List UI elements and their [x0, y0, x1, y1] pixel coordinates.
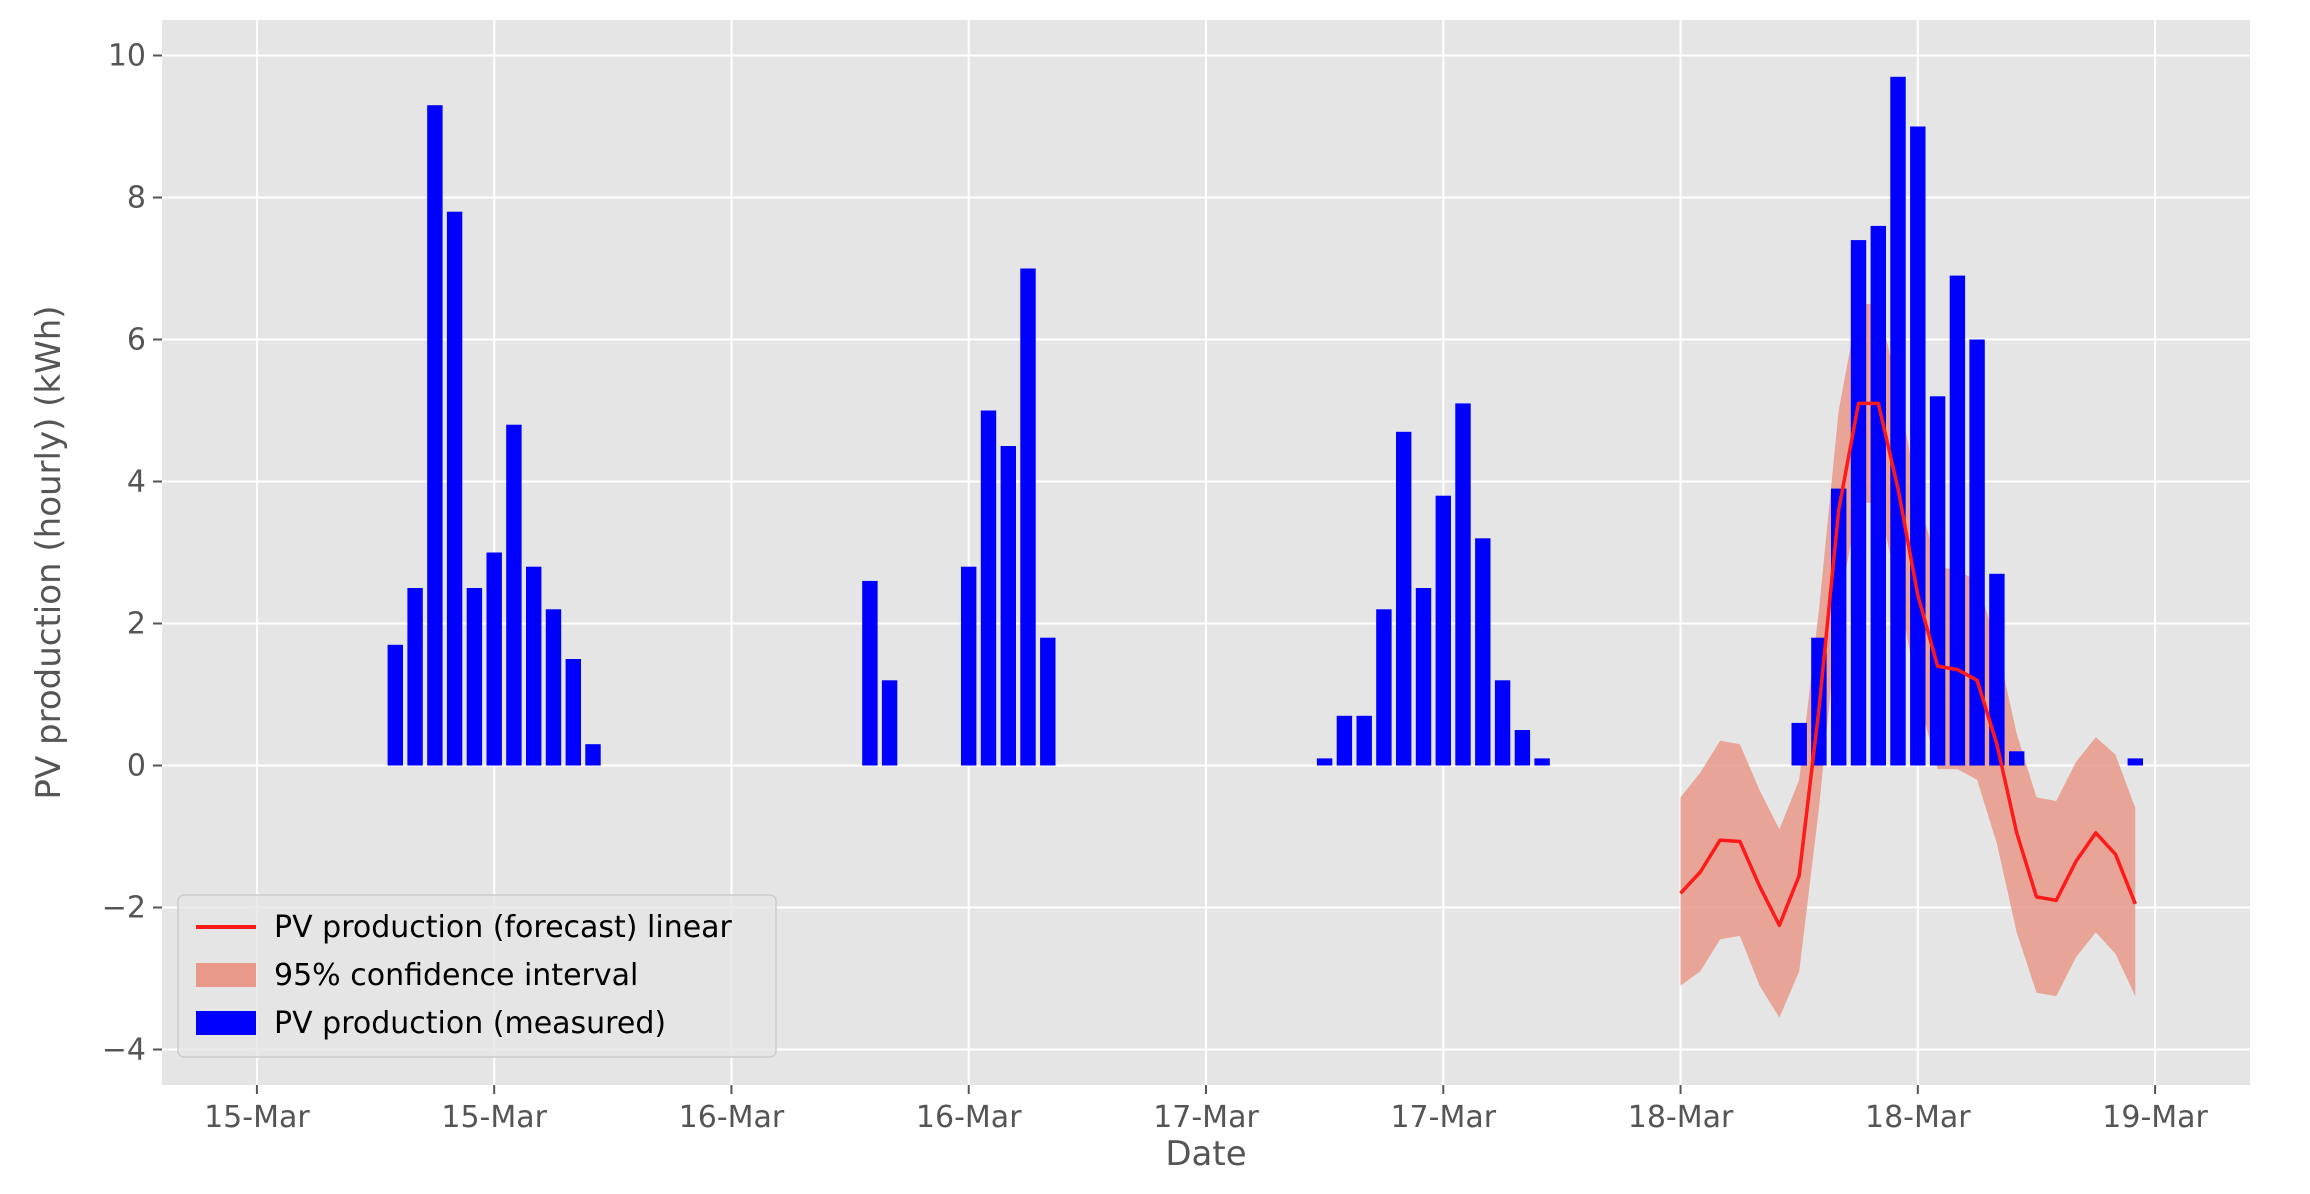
legend-swatch-bar	[196, 1011, 256, 1035]
y-tick-label: 0	[127, 749, 146, 784]
y-axis-title: PV production (hourly) (kWh)	[29, 305, 69, 799]
bar	[387, 644, 403, 766]
y-tick-label: 8	[127, 181, 146, 216]
bar	[2127, 758, 2143, 766]
bar	[486, 552, 502, 766]
bar	[1475, 538, 1491, 766]
bar	[1376, 609, 1392, 766]
x-tick-label: 17-Mar	[1153, 1100, 1259, 1135]
y-tick-label: −2	[102, 891, 146, 926]
bar	[466, 588, 483, 766]
x-tick-label: 18-Mar	[1628, 1100, 1734, 1135]
bar	[862, 580, 878, 766]
bar	[1989, 573, 2005, 766]
legend-swatch-band	[196, 963, 256, 987]
bar	[1534, 758, 1550, 766]
x-tick-label: 17-Mar	[1390, 1100, 1496, 1135]
bar	[1396, 431, 1412, 766]
axis-ticks: −4 −2 0 2 4 6 8 10 15-Mar 15-Mar 16-Mar 16-Mar 17-Ma…	[102, 39, 2209, 1136]
confidence-interval-area	[1680, 304, 2136, 1018]
x-tick-label: 18-Mar	[1865, 1100, 1971, 1135]
forecast-line-path	[1679, 401, 2137, 928]
bar	[1890, 76, 1906, 766]
bar	[585, 744, 601, 766]
bar	[506, 424, 522, 766]
bar	[1020, 268, 1036, 766]
bar	[446, 211, 463, 766]
bar	[2009, 751, 2025, 766]
x-tick-label: 16-Mar	[916, 1100, 1022, 1135]
bar	[961, 566, 977, 766]
x-tick-label: 19-Mar	[2102, 1100, 2208, 1135]
y-tick-label: −4	[102, 1033, 146, 1068]
legend-label: PV production (forecast) linear	[274, 910, 733, 945]
bar	[881, 680, 898, 766]
x-tick-label: 16-Mar	[679, 1100, 785, 1135]
bar	[1514, 730, 1531, 766]
bar	[1969, 339, 1985, 766]
legend: PV production (forecast) linear 95% confi…	[177, 894, 777, 1058]
bar	[1040, 637, 1056, 766]
legend-label: 95% confidence interval	[274, 958, 638, 993]
bar	[980, 410, 997, 766]
bar	[1435, 495, 1451, 766]
bar	[526, 566, 542, 766]
bar	[1494, 680, 1511, 766]
measured-bars	[387, 76, 2143, 766]
confidence-interval-band	[1680, 304, 2136, 1018]
bar	[1336, 715, 1353, 766]
x-tick-label: 15-Mar	[204, 1100, 310, 1135]
legend-label: PV production (measured)	[274, 1006, 666, 1041]
forecast-line	[1679, 401, 2137, 928]
bar	[1831, 488, 1847, 766]
bar	[1316, 758, 1333, 766]
bar	[1929, 396, 1946, 766]
y-tick-label: 2	[127, 607, 146, 642]
legend-box	[177, 894, 777, 1058]
y-tick-label: 10	[108, 39, 146, 74]
bar	[1415, 588, 1432, 766]
bar	[407, 588, 423, 766]
bar	[1356, 715, 1372, 766]
bar	[565, 659, 581, 766]
bar	[427, 105, 443, 766]
y-tick-label: 4	[127, 465, 146, 500]
bar	[1791, 722, 1807, 766]
bar	[1850, 240, 1867, 766]
bar	[1000, 446, 1016, 766]
bar	[1910, 126, 1926, 766]
bar	[1949, 275, 1966, 766]
x-tick-label: 15-Mar	[441, 1100, 547, 1135]
bar	[1870, 225, 1886, 766]
bar	[545, 609, 562, 766]
x-axis-title: Date	[1165, 1134, 1246, 1174]
y-tick-label: 6	[127, 323, 146, 358]
bar	[1455, 403, 1471, 766]
